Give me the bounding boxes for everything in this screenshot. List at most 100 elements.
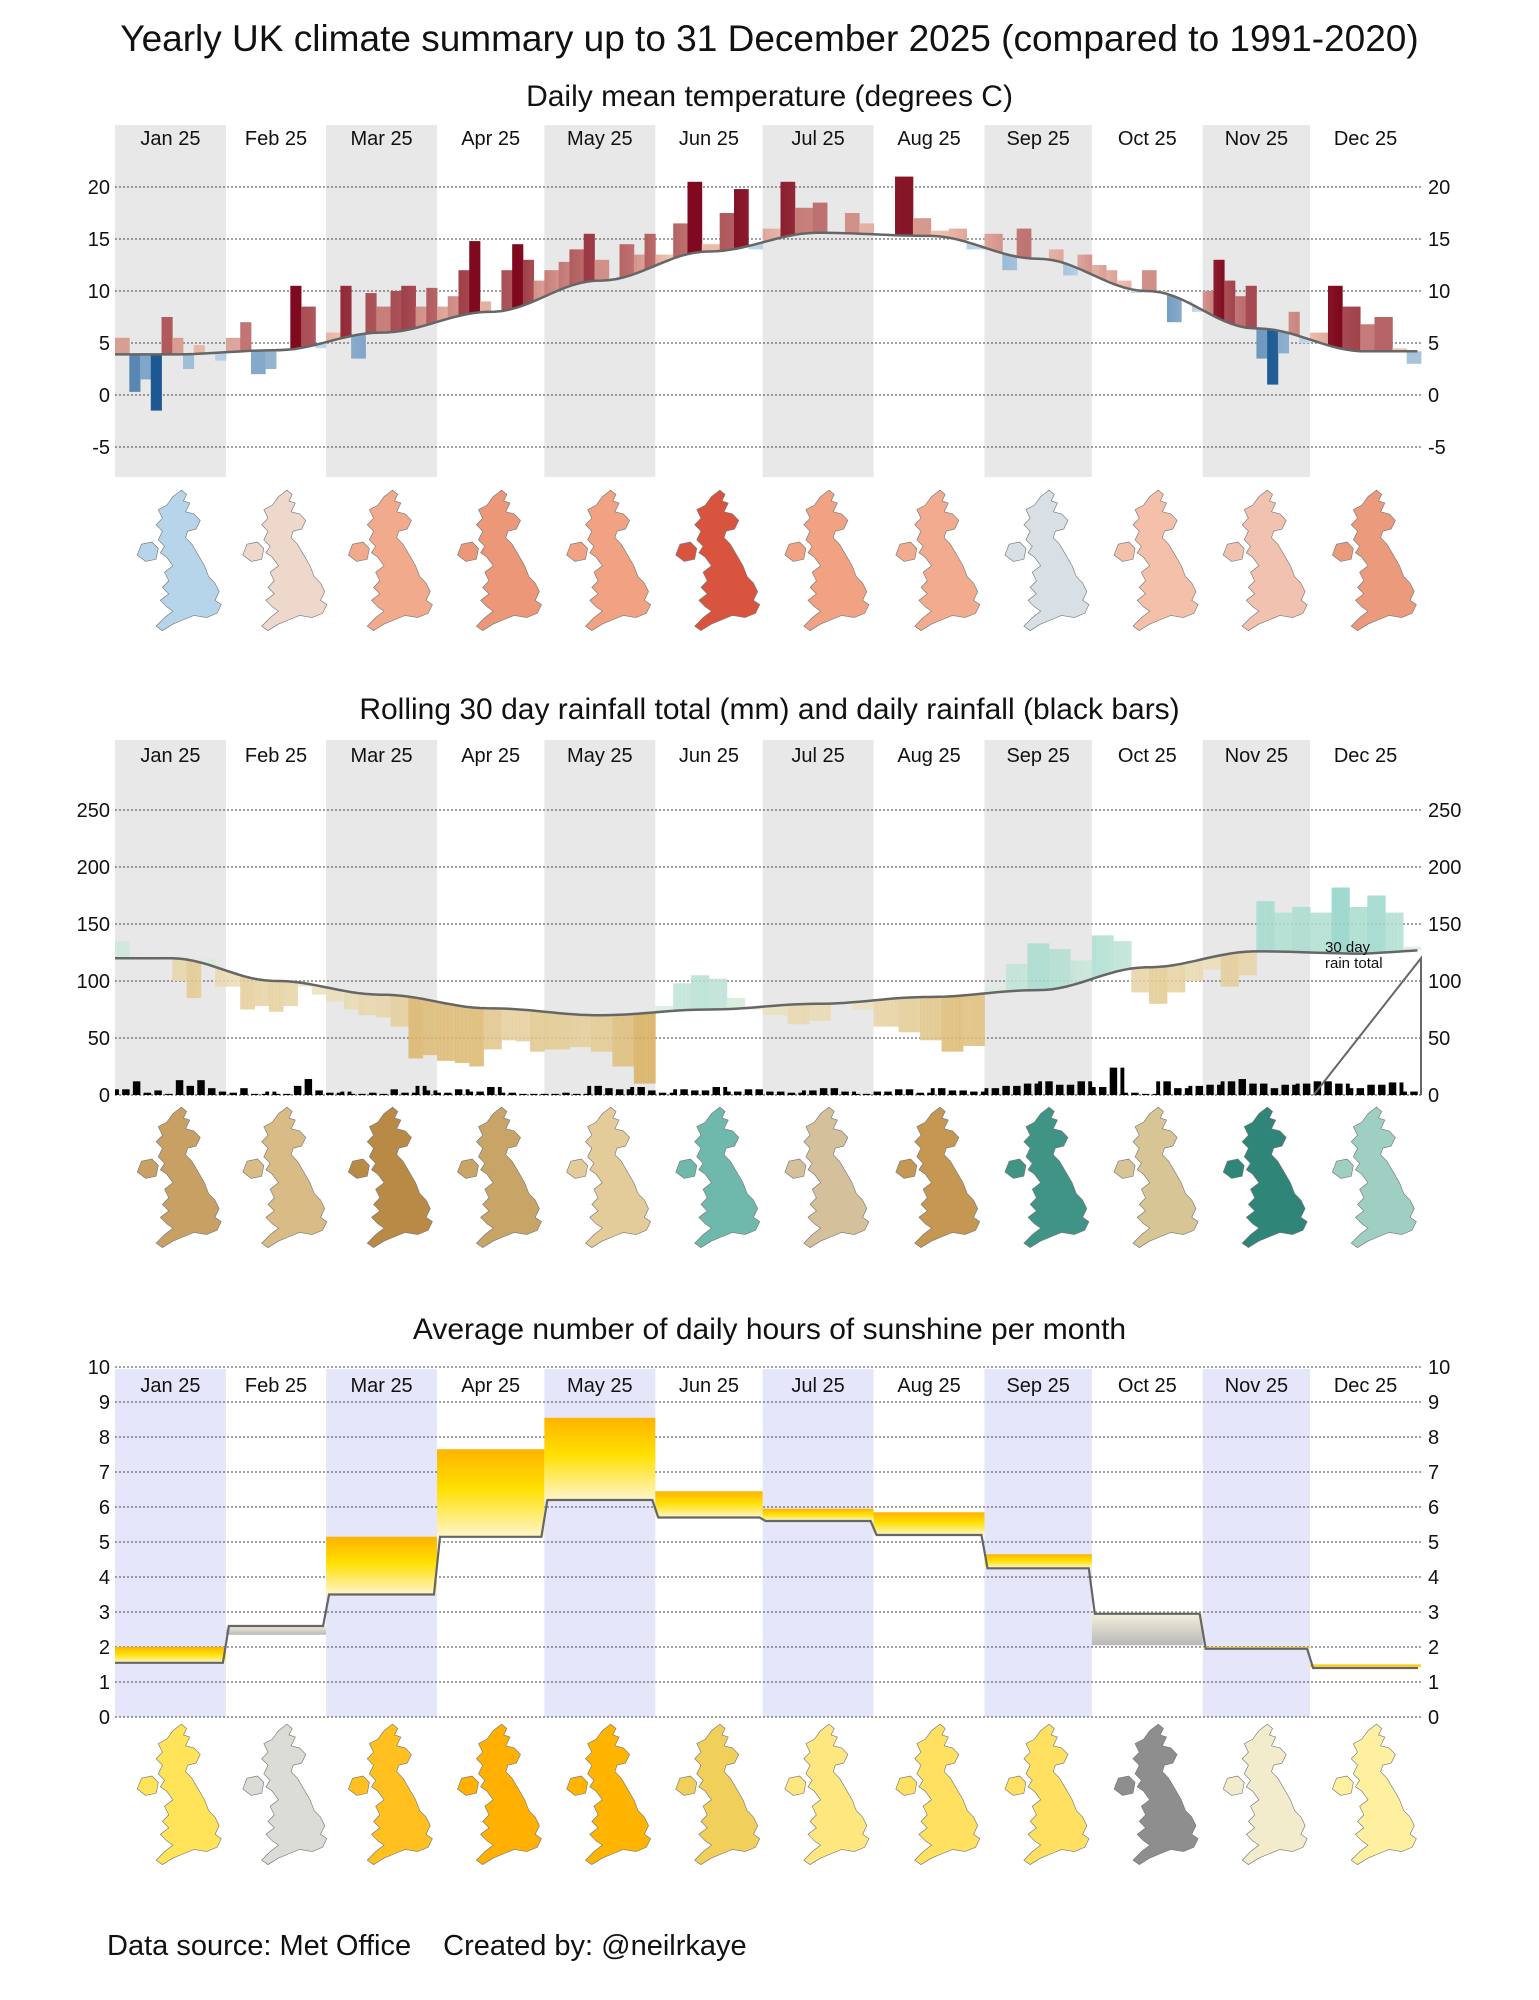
rainfall-30day-bar	[1113, 941, 1118, 972]
temperature-day-bar	[315, 344, 320, 349]
temperature-day-bar	[247, 322, 252, 351]
rainfall-30day-bar	[530, 1010, 535, 1052]
temperature-day-bar	[819, 202, 824, 233]
temperature-day-bar	[376, 306, 381, 333]
rainfall-30day-bar	[923, 996, 928, 1041]
daily-rainfall-bar	[1066, 1084, 1071, 1095]
temperature-day-bar	[633, 254, 638, 274]
rainfall-30day-bar	[186, 959, 191, 999]
rainfall-30day-bar	[572, 1014, 577, 1048]
rainfall-30day-bar	[905, 997, 910, 1033]
rain-month-label: Jul 25	[791, 745, 844, 767]
rainfall-30day-bar	[182, 959, 187, 981]
temperature-day-bar	[1342, 306, 1347, 350]
daily-rainfall-bar	[454, 1089, 459, 1095]
temp-month-label: Nov 25	[1225, 128, 1288, 150]
temperature-day-bar	[816, 202, 821, 233]
temperature-day-bar	[1245, 285, 1250, 328]
daily-rainfall-bar	[648, 1090, 653, 1095]
rainfall-30day-bar	[1227, 953, 1232, 987]
rainfall-30day-bar	[250, 978, 255, 1010]
sun-ytick-left: 5	[99, 1532, 110, 1554]
daily-rainfall-bar	[734, 1091, 738, 1095]
rainfall-30day-bar	[208, 958, 213, 966]
sun-ytick-right: 9	[1428, 1392, 1439, 1414]
daily-rainfall-bar	[927, 1092, 932, 1095]
daily-rainfall-bar	[823, 1088, 828, 1095]
daily-rainfall-bar	[190, 1085, 195, 1095]
rainfall-30day-bar	[1156, 966, 1161, 1004]
rainfall-30day-bar	[290, 981, 295, 1007]
temperature-day-bar	[419, 306, 424, 327]
temperature-day-bar	[261, 350, 266, 375]
rainfall-30day-bar	[415, 997, 420, 1059]
daily-rainfall-bar	[1109, 1067, 1114, 1095]
rainfall-30day-bar	[272, 980, 277, 1012]
daily-rainfall-bar	[243, 1088, 248, 1095]
rain-month-label: Aug 25	[897, 745, 960, 767]
daily-rainfall-bar	[132, 1081, 137, 1095]
rainfall-30day-bar	[583, 1014, 588, 1048]
temp-ytick-right: 5	[1428, 333, 1439, 355]
rainfall-30day-bar	[494, 1008, 499, 1050]
temperature-day-bar	[973, 244, 978, 250]
rainfall-30day-bar	[1302, 906, 1307, 953]
daily-rainfall-bar	[1410, 1091, 1415, 1095]
rainfall-30day-bar	[451, 1004, 456, 1061]
temperature-day-bar	[372, 293, 377, 333]
uk-map-shape	[242, 1106, 328, 1248]
temperature-day-bar	[966, 242, 971, 250]
temperature-day-bar	[723, 213, 728, 251]
daily-rainfall-bar	[748, 1089, 753, 1095]
rainfall-30day-bar	[497, 1008, 502, 1050]
daily-rainfall-bar	[165, 1093, 169, 1095]
temperature-day-bar	[1224, 280, 1229, 322]
daily-rainfall-bar	[154, 1090, 159, 1095]
temperature-day-bar	[1124, 280, 1128, 289]
temperature-day-bar	[125, 337, 130, 355]
rain-ytick-right: 0	[1428, 1085, 1439, 1107]
uk-map-shape	[1222, 1106, 1308, 1248]
temperature-day-bar	[694, 181, 699, 253]
temperature-day-bar	[322, 342, 327, 349]
uk-map-shape	[242, 1723, 328, 1865]
rainfall-30day-bar	[1013, 963, 1018, 991]
daily-rainfall-bar	[157, 1090, 162, 1095]
temperature-day-bar	[243, 322, 248, 352]
temperature-day-bar	[726, 213, 731, 251]
daily-rainfall-bar	[862, 1093, 867, 1095]
rainfall-30day-bar	[411, 997, 416, 1059]
daily-rainfall-bar	[1141, 1093, 1146, 1095]
daily-rainfall-bar	[136, 1081, 141, 1095]
rainfall-30day-bar	[487, 1008, 492, 1050]
temperature-day-bar	[479, 301, 484, 313]
temperature-day-bar	[937, 230, 942, 237]
temperature-day-bar	[404, 285, 409, 331]
temperature-day-bar	[912, 218, 917, 236]
temp-ytick-left: 15	[88, 229, 110, 251]
temperature-day-bar	[984, 233, 989, 249]
daily-rainfall-bar	[1231, 1081, 1236, 1095]
rainfall-30day-bar	[1217, 955, 1222, 970]
temperature-day-bar	[569, 249, 574, 286]
uk-map-shape	[566, 1723, 652, 1865]
temperature-day-bar	[233, 337, 238, 352]
rainfall-30day-bar	[279, 981, 284, 1012]
temperature-day-bar	[1288, 311, 1293, 334]
temperature-day-bar	[454, 296, 459, 317]
uk-map-shape	[1331, 1723, 1417, 1865]
temperature-day-bar	[301, 306, 306, 348]
temperature-day-bar	[190, 354, 195, 369]
temperature-day-bar	[462, 270, 467, 315]
daily-rainfall-bar	[1403, 1091, 1407, 1095]
rainfall-30day-bar	[469, 1007, 474, 1067]
rainfall-30day-bar	[655, 1006, 660, 1013]
uk-map-shape	[1222, 489, 1308, 631]
temperature-day-bar	[844, 213, 849, 234]
temperature-day-bar	[1027, 228, 1032, 259]
daily-rainfall-bar	[712, 1087, 717, 1095]
temperature-day-bar	[129, 354, 134, 392]
daily-rainfall-bar	[1199, 1085, 1204, 1095]
sun-month-label: Mar 25	[350, 1375, 412, 1397]
temperature-day-bar	[562, 261, 567, 289]
